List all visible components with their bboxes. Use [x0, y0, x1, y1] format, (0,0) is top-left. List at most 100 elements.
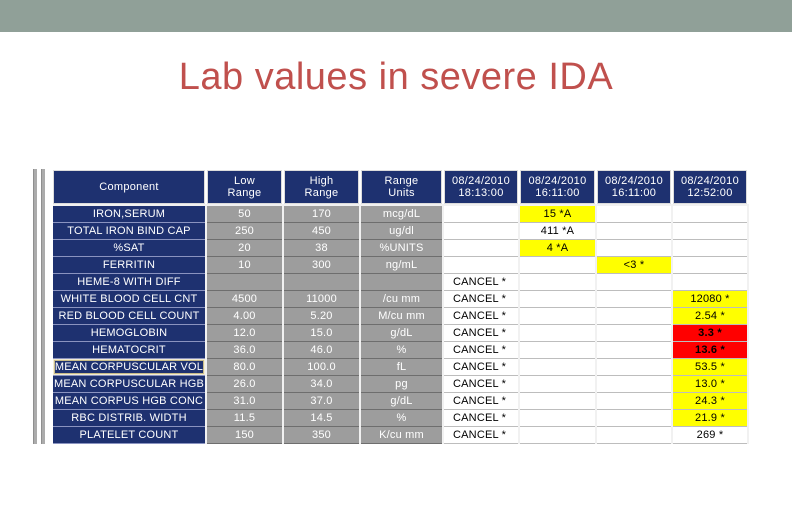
result-cell[interactable]: [444, 206, 518, 223]
result-cell[interactable]: [673, 257, 747, 274]
component-cell[interactable]: FERRITIN: [53, 257, 205, 274]
column-header-result-col-4[interactable]: 08/24/2010 12:52:00: [673, 170, 747, 204]
result-cell[interactable]: [520, 376, 595, 393]
column-header-component[interactable]: Component: [53, 170, 205, 204]
range-units-cell[interactable]: %: [361, 410, 442, 427]
range-units-cell[interactable]: %: [361, 342, 442, 359]
low-range-cell[interactable]: 36.0: [207, 342, 282, 359]
high-range-cell[interactable]: 5.20: [284, 308, 359, 325]
result-cell[interactable]: [597, 376, 671, 393]
result-cell[interactable]: [520, 427, 595, 444]
result-cell[interactable]: CANCEL *: [444, 291, 518, 308]
component-cell[interactable]: WHITE BLOOD CELL CNT: [53, 291, 205, 308]
result-cell[interactable]: [520, 274, 595, 291]
result-cell[interactable]: CANCEL *: [444, 325, 518, 342]
column-header-high-range[interactable]: High Range: [284, 170, 359, 204]
result-cell[interactable]: [520, 410, 595, 427]
result-cell[interactable]: 13.6 *: [673, 342, 747, 359]
component-cell[interactable]: HEMATOCRIT: [53, 342, 205, 359]
low-range-cell[interactable]: 31.0: [207, 393, 282, 410]
result-cell[interactable]: CANCEL *: [444, 376, 518, 393]
high-range-cell[interactable]: 34.0: [284, 376, 359, 393]
result-cell[interactable]: 2.54 *: [673, 308, 747, 325]
low-range-cell[interactable]: 80.0: [207, 359, 282, 376]
high-range-cell[interactable]: 38: [284, 240, 359, 257]
result-cell[interactable]: 411 *A: [520, 223, 595, 240]
result-cell[interactable]: CANCEL *: [444, 393, 518, 410]
range-units-cell[interactable]: [361, 274, 442, 291]
component-cell[interactable]: HEMOGLOBIN: [53, 325, 205, 342]
result-cell[interactable]: 4 *A: [520, 240, 595, 257]
result-cell[interactable]: [597, 274, 671, 291]
result-cell[interactable]: [520, 291, 595, 308]
result-cell[interactable]: [520, 359, 595, 376]
result-cell[interactable]: [597, 325, 671, 342]
low-range-cell[interactable]: 20: [207, 240, 282, 257]
low-range-cell[interactable]: 12.0: [207, 325, 282, 342]
high-range-cell[interactable]: 300: [284, 257, 359, 274]
component-cell[interactable]: RBC DISTRIB. WIDTH: [53, 410, 205, 427]
result-cell[interactable]: [597, 291, 671, 308]
low-range-cell[interactable]: [207, 274, 282, 291]
column-header-result-col-3[interactable]: 08/24/2010 16:11:00: [597, 170, 671, 204]
component-cell[interactable]: %SAT: [53, 240, 205, 257]
low-range-cell[interactable]: 10: [207, 257, 282, 274]
component-cell[interactable]: MEAN CORPUS HGB CONC: [53, 393, 205, 410]
result-cell[interactable]: 53.5 *: [673, 359, 747, 376]
column-header-range-units[interactable]: Range Units: [361, 170, 442, 204]
low-range-cell[interactable]: 26.0: [207, 376, 282, 393]
range-units-cell[interactable]: g/dL: [361, 393, 442, 410]
high-range-cell[interactable]: 37.0: [284, 393, 359, 410]
component-cell[interactable]: PLATELET COUNT: [53, 427, 205, 444]
high-range-cell[interactable]: [284, 274, 359, 291]
result-cell[interactable]: [444, 257, 518, 274]
low-range-cell[interactable]: 250: [207, 223, 282, 240]
pane-splitter[interactable]: [31, 169, 49, 444]
result-cell[interactable]: [597, 393, 671, 410]
result-cell[interactable]: [673, 206, 747, 223]
component-cell[interactable]: MEAN CORPUSCULAR VOL: [53, 359, 205, 376]
result-cell[interactable]: [673, 274, 747, 291]
range-units-cell[interactable]: M/cu mm: [361, 308, 442, 325]
result-cell[interactable]: [520, 308, 595, 325]
column-header-low-range[interactable]: Low Range: [207, 170, 282, 204]
result-cell[interactable]: 13.0 *: [673, 376, 747, 393]
result-cell[interactable]: [597, 359, 671, 376]
low-range-cell[interactable]: 4500: [207, 291, 282, 308]
range-units-cell[interactable]: K/cu mm: [361, 427, 442, 444]
column-header-result-col-1[interactable]: 08/24/2010 18:13:00: [444, 170, 518, 204]
component-cell[interactable]: MEAN CORPUSCULAR HGB: [53, 376, 205, 393]
range-units-cell[interactable]: g/dL: [361, 325, 442, 342]
result-cell[interactable]: CANCEL *: [444, 410, 518, 427]
result-cell[interactable]: [444, 240, 518, 257]
result-cell[interactable]: [597, 206, 671, 223]
component-cell[interactable]: HEME-8 WITH DIFF: [53, 274, 205, 291]
range-units-cell[interactable]: fL: [361, 359, 442, 376]
range-units-cell[interactable]: /cu mm: [361, 291, 442, 308]
component-cell[interactable]: TOTAL IRON BIND CAP: [53, 223, 205, 240]
high-range-cell[interactable]: 350: [284, 427, 359, 444]
result-cell[interactable]: [597, 410, 671, 427]
result-cell[interactable]: 3.3 *: [673, 325, 747, 342]
result-cell[interactable]: [597, 427, 671, 444]
range-units-cell[interactable]: %UNITS: [361, 240, 442, 257]
result-cell[interactable]: [673, 240, 747, 257]
result-cell[interactable]: CANCEL *: [444, 359, 518, 376]
range-units-cell[interactable]: ug/dl: [361, 223, 442, 240]
result-cell[interactable]: 15 *A: [520, 206, 595, 223]
result-cell[interactable]: CANCEL *: [444, 342, 518, 359]
result-cell[interactable]: [597, 240, 671, 257]
result-cell[interactable]: 24.3 *: [673, 393, 747, 410]
result-cell[interactable]: [673, 223, 747, 240]
result-cell[interactable]: [444, 223, 518, 240]
result-cell[interactable]: [520, 342, 595, 359]
high-range-cell[interactable]: 15.0: [284, 325, 359, 342]
result-cell[interactable]: CANCEL *: [444, 308, 518, 325]
range-units-cell[interactable]: ng/mL: [361, 257, 442, 274]
high-range-cell[interactable]: 11000: [284, 291, 359, 308]
result-cell[interactable]: CANCEL *: [444, 274, 518, 291]
low-range-cell[interactable]: 4.00: [207, 308, 282, 325]
range-units-cell[interactable]: mcg/dL: [361, 206, 442, 223]
result-cell[interactable]: 21.9 *: [673, 410, 747, 427]
high-range-cell[interactable]: 46.0: [284, 342, 359, 359]
